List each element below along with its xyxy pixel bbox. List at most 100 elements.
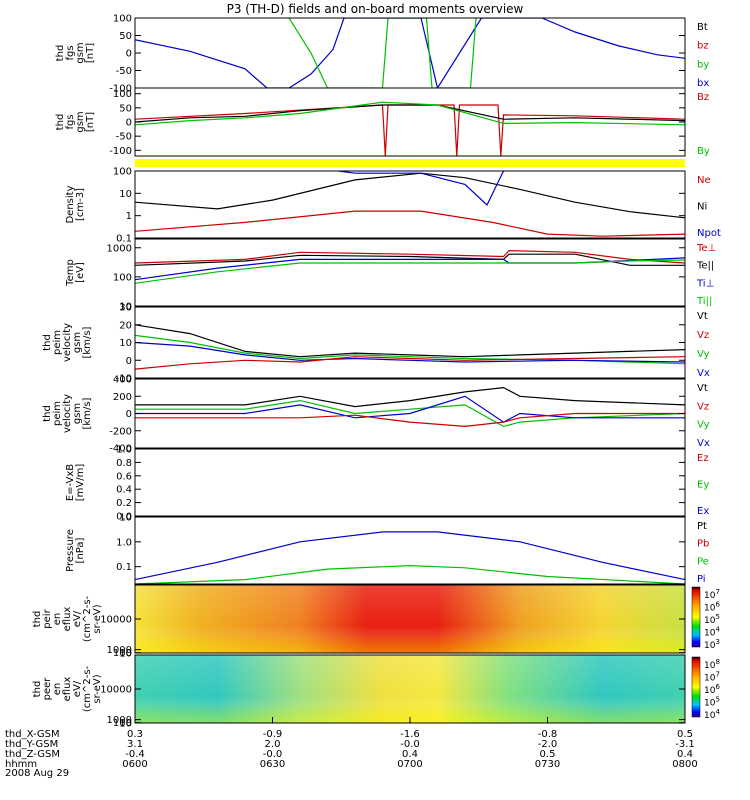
y-axis-label: [nT] <box>85 43 96 63</box>
y-axis-label: thd <box>55 45 66 62</box>
y-tick-label: 400 <box>113 375 132 386</box>
y-tick-label: 50 <box>119 103 132 114</box>
panel-vel2: Vt Vz Vy Vx 400 200 0 -200 -400 thd peim velocity gs… <box>42 375 710 455</box>
x-row-value: -0.8 <box>538 729 558 740</box>
y-tick-label: -400 <box>109 444 132 455</box>
y-axis-label: eV/ <box>72 680 83 697</box>
y-tick-label: 0.1 <box>116 562 132 573</box>
panel-efield: Ez Ey Ex 1.0 0.8 0.6 0.4 0.2 0.0 E=-VxB [mV/m] <box>65 445 709 523</box>
y-tick-label: 0.0 <box>116 512 132 523</box>
x-row-value: -3.1 <box>675 739 695 750</box>
y-axis-label: [nPa] <box>75 537 86 563</box>
series-line-green <box>135 101 685 126</box>
series-line-red <box>135 356 685 370</box>
series-line-black <box>135 386 685 408</box>
y-axis-label: fgs <box>65 114 76 129</box>
y-tick-label: 0.1 <box>116 234 132 245</box>
y-tick-label: 30 <box>119 303 132 314</box>
y-tick-label: 0 <box>126 49 132 60</box>
legend-entry: Ni <box>697 202 707 213</box>
legend-entry: Ti⊥ <box>696 278 714 289</box>
colorbar-tick: 105 <box>704 613 720 626</box>
y-axis-label: gsm <box>72 403 83 424</box>
panel-frame <box>134 170 686 239</box>
y-axis-label: gsm <box>75 111 86 132</box>
legend-entry: Vt <box>697 383 708 394</box>
y-axis-label: velocity <box>62 394 73 433</box>
legend-entry: Ez <box>697 453 709 464</box>
y-tick-label: 0 <box>126 356 132 367</box>
colorbar-tick-exponent: 8 <box>715 658 719 666</box>
colorbar-tick: 104 <box>704 708 720 721</box>
y-axis-label: Pressure <box>65 529 76 572</box>
legend-entry: Pb <box>697 539 709 550</box>
panel-frame <box>134 516 686 585</box>
y-axis-label: [km/s] <box>82 326 93 358</box>
y-tick-label: 1.0 <box>116 537 132 548</box>
legend-entry: Vx <box>697 368 710 379</box>
x-row-value: -0.4 <box>125 749 145 760</box>
y-axis-label: peim <box>52 401 63 426</box>
colorbar-tick-exponent: 7 <box>715 671 719 679</box>
y-tick-label: -100 <box>109 84 132 95</box>
legend-entry: Vy <box>697 349 710 360</box>
legend-entry: bz <box>697 41 709 52</box>
series-line-green <box>288 18 477 88</box>
y-axis-label: peir <box>42 608 53 628</box>
y-axis-label: thd <box>42 334 53 351</box>
y-tick-label: 1000 <box>107 715 132 726</box>
x-row-value: 0.4 <box>677 749 693 760</box>
x-row-label: thd_Z-GSM <box>5 749 60 760</box>
series-line-green <box>135 399 685 428</box>
y-tick-label: 100 <box>113 648 132 659</box>
panel-vel: Vt Vz Vy Vx 30 20 10 0 -10 thd peim velocity gsm [km/… <box>42 303 710 385</box>
y-tick-label: -100 <box>109 146 132 157</box>
colorbar <box>691 586 701 648</box>
chart-title: P3 (TH-D) fields and on-board moments ov… <box>227 2 524 16</box>
y-tick-label: 50 <box>119 31 132 42</box>
y-axis-label: (cm^2-s- <box>82 595 93 642</box>
x-tick-label: 0700 <box>397 759 422 770</box>
legend-entry: Pt <box>697 521 707 532</box>
legend-entry: Bz <box>697 92 709 103</box>
y-tick-label: 10 <box>119 302 132 313</box>
x-row-value: -2.0 <box>538 739 558 750</box>
y-tick-label: -200 <box>109 426 132 437</box>
y-axis-label: eV/ <box>72 610 83 627</box>
x-tick-label: 0800 <box>672 759 697 770</box>
y-tick-label: 10 <box>119 338 132 349</box>
series-line-green <box>135 259 685 284</box>
eclipse-bar <box>135 159 685 167</box>
legend-entry: Vt <box>697 311 708 322</box>
y-tick-label: -10 <box>116 374 132 385</box>
legend-entry: Pi <box>697 574 706 585</box>
y-tick-label: 1000 <box>107 645 132 656</box>
legend-entry: Vz <box>697 330 709 341</box>
colorbar-tick: 106 <box>704 601 720 614</box>
y-axis-label: en <box>52 613 63 626</box>
y-tick-label: 0.6 <box>116 471 132 482</box>
y-tick-label: 0.8 <box>116 458 132 469</box>
legend-entry: Npot <box>697 228 721 239</box>
panel-frame <box>134 87 686 157</box>
panel-frame <box>134 448 686 517</box>
series-line-red <box>135 104 685 156</box>
colorbar-tick: 107 <box>704 671 720 684</box>
series-line-green <box>135 334 685 365</box>
y-tick-label: -50 <box>116 66 132 77</box>
y-axis-label: [cm-3] <box>75 188 86 221</box>
colorbar-tick: 105 <box>704 696 720 709</box>
y-tick-label: -50 <box>116 132 132 143</box>
colorbar-tick: 103 <box>704 638 720 651</box>
legend-entry: Ey <box>697 480 709 491</box>
colorbar-tick: 104 <box>704 626 720 639</box>
x-row-label: hhmm <box>5 759 37 770</box>
series-line-blue <box>135 257 685 281</box>
y-axis-label: [nT] <box>85 112 96 132</box>
x-axis: 2008 Aug 29 0600 0630 0700 0730 0800 thd_X-GS… <box>5 717 698 779</box>
legend-entry: Vz <box>697 401 709 412</box>
y-tick-label: 100 <box>113 14 132 25</box>
y-tick-label: 10 <box>119 649 132 660</box>
